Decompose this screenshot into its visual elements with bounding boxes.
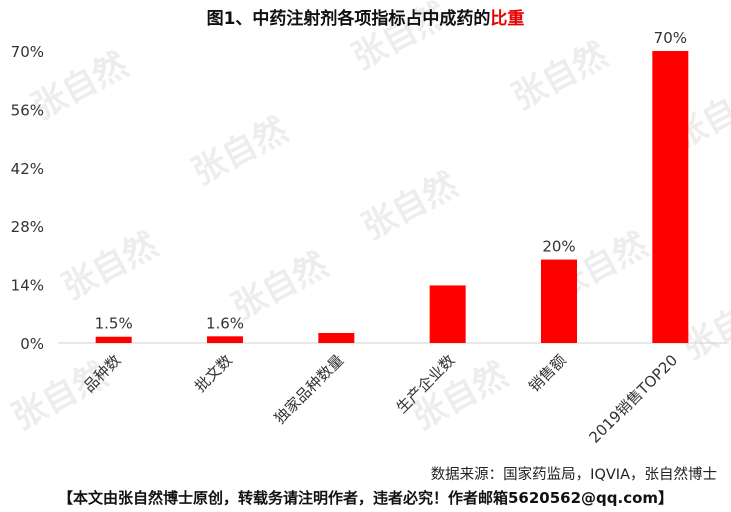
watermark-text: 张自然 [55,225,164,308]
x-tick-label: 独家品种数量 [271,351,347,427]
copyright-footer: 【本文由张自然博士原创，转载务请注明作者，违者必究！作者邮箱5620562@qq… [57,489,674,507]
bar [541,259,577,343]
bar [429,285,466,343]
bar [207,336,243,343]
y-tick-label: 14% [11,277,44,295]
chart-title: 图1、中药注射剂各项指标占中成药的比重 [206,9,525,29]
data-label: 20% [542,238,575,256]
x-tick-label: 批文数 [191,351,236,396]
data-source-note: 数据来源：国家药监局，IQVIA，张自然博士 [430,467,717,483]
watermark-text: 张自然 [345,0,454,78]
x-axis: 品种数 批文数 独家品种数量 生产企业数 销售额 2019销售TOP20 [80,351,681,447]
x-tick-label: 2019销售TOP20 [586,351,682,447]
watermark-text: 张自然 [355,165,464,248]
chart-title-highlight: 比重 [490,9,525,29]
bar [95,336,132,343]
y-tick-label: 70% [11,43,44,61]
watermark-text: 张自然 [505,35,614,118]
y-tick-label: 56% [11,101,44,119]
y-axis: 0% 14% 28% 42% 56% 70% [11,43,44,353]
x-tick-label: 销售额 [525,351,570,396]
data-label: 1.6% [206,314,244,332]
data-label: 1.5% [95,315,133,333]
bar [652,51,689,343]
y-tick-label: 0% [20,335,44,353]
data-label: 70% [654,29,687,47]
bar-series [95,51,689,343]
y-tick-label: 42% [11,160,44,178]
data-labels: 1.5% 1.6% 20% 70% [95,29,687,333]
y-tick-label: 28% [11,218,44,236]
watermark-text: 张自然 [185,110,294,193]
bar [318,332,355,343]
